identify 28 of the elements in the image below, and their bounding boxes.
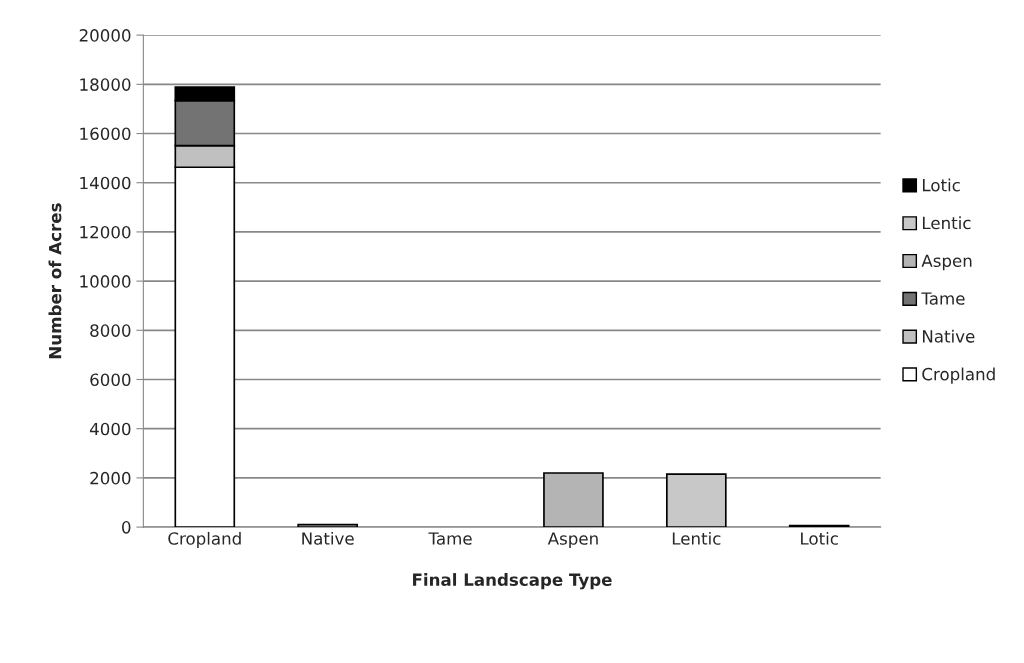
y-tick-label: 6000 (90, 373, 131, 387)
x-axis-title: Final Landscape Type (413, 573, 612, 590)
legend-label: Lotic (922, 178, 960, 192)
x-tick-label: Lotic (801, 531, 838, 545)
legend-label: Cropland (922, 367, 995, 384)
y-tick-label: 14000 (80, 176, 131, 190)
y-tick-label: 10000 (80, 275, 131, 288)
y-tick-label: 18000 (80, 78, 131, 91)
bar (297, 523, 359, 528)
y-tick-label: 2000 (90, 471, 131, 485)
y-tick-label: 8000 (90, 324, 131, 337)
x-tick-label: Native (302, 531, 354, 545)
legend-label: Lentic (922, 216, 971, 230)
y-axis-title: Number of Acres (48, 203, 62, 359)
bar (543, 472, 604, 528)
y-tick-label: 20000 (79, 29, 131, 42)
y-tick-label: 16000 (80, 127, 131, 141)
y-tick-label: 0 (122, 521, 131, 534)
legend-label: Aspen (921, 254, 972, 271)
legend-label: Tame (921, 292, 965, 305)
y-tick-label: 4000 (89, 422, 131, 436)
x-tick-label: Cropland (168, 531, 241, 549)
x-tick-label: Lentic (672, 531, 721, 545)
y-tick-label: 12000 (80, 225, 131, 239)
legend-label: Native (922, 329, 975, 343)
x-tick-label: Aspen (547, 532, 598, 549)
bar (665, 473, 727, 528)
x-tick-label: Tame (428, 532, 472, 545)
